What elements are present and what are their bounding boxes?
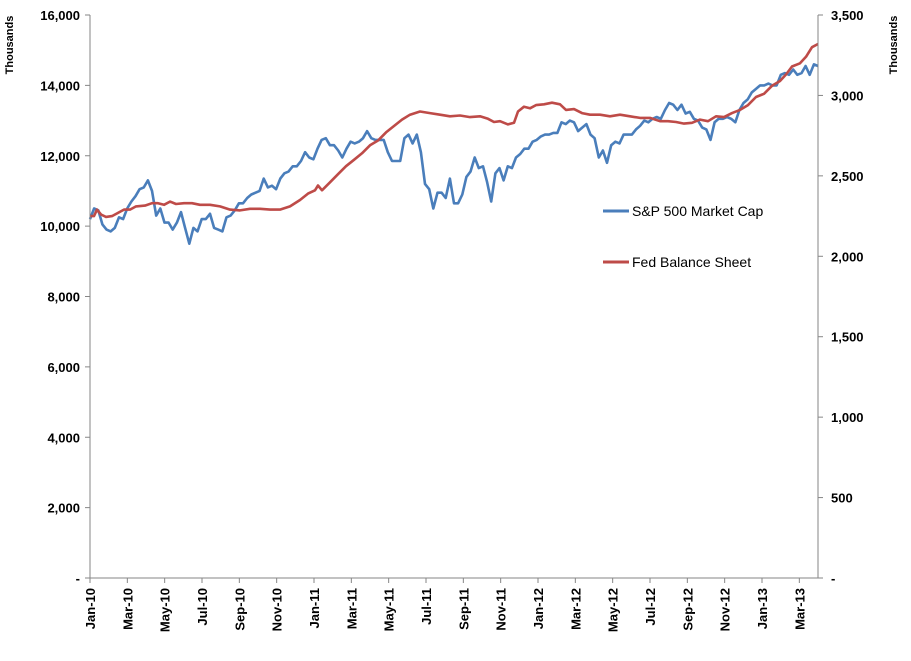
series-line-fed-balance-sheet [90,42,819,219]
x-tick-label: Jan-11 [307,588,322,628]
right-tick-label: 2,000 [831,249,864,264]
left-axis-ticks: - 2,000 4,000 6,000 8,000 10,000 12,000 14,000 1… [40,8,90,586]
x-tick-label: May-12 [606,588,621,632]
left-tick-label: 16,000 [40,8,80,23]
right-tick-label: 3,500 [831,8,864,23]
right-axis-title: Thousands [888,16,900,75]
x-tick-label: Jan-13 [755,588,770,629]
left-tick-label: 2,000 [47,501,80,516]
left-axis-title: Thousands [4,16,16,75]
left-tick-label: - [76,571,80,586]
left-tick-label: 14,000 [40,78,80,93]
left-tick-label: 4,000 [47,430,80,445]
left-tick-label: 6,000 [47,360,80,375]
right-tick-label: 2,500 [831,169,864,184]
x-tick-label: Mar-13 [792,588,807,630]
x-tick-label: Mar-10 [120,588,135,630]
x-tick-label: Sep-11 [456,588,471,630]
right-tick-label: 500 [831,491,853,506]
x-axis-ticks: Jan-10 Mar-10 May-10 Jul-10 Sep-10 Nov-10 Jan-… [83,578,807,632]
x-tick-label: Nov-12 [718,588,733,631]
x-tick-label: May-11 [382,588,397,631]
right-tick-label: 3,000 [831,88,864,103]
legend-label-fed: Fed Balance Sheet [632,254,751,270]
right-tick-label: 1,000 [831,410,864,425]
left-tick-label: 12,000 [40,149,80,164]
x-tick-label: Jul-10 [195,588,210,626]
plot-area [88,42,819,245]
x-tick-label: Sep-10 [232,588,247,631]
x-tick-label: Jul-11 [419,588,434,625]
x-tick-label: May-10 [158,588,173,632]
legend: S&P 500 Market Cap Fed Balance Sheet [603,203,763,270]
right-tick-label: - [831,571,835,586]
x-tick-label: Nov-10 [270,588,285,631]
right-tick-label: 1,500 [831,330,864,345]
x-tick-label: Sep-12 [680,588,695,631]
x-tick-label: Mar-11 [344,588,359,629]
x-tick-label: Jan-12 [531,588,546,629]
x-tick-label: Mar-12 [568,588,583,630]
right-axis-ticks: - 500 1,000 1,500 2,000 2,500 3,000 3,500 [818,8,864,586]
left-tick-label: 8,000 [47,290,80,305]
left-tick-label: 10,000 [40,219,80,234]
x-tick-label: Nov-11 [494,588,509,631]
legend-label-sp500: S&P 500 Market Cap [632,203,763,219]
x-tick-label: Jan-10 [83,588,98,629]
x-tick-label: Jul-12 [643,588,658,626]
